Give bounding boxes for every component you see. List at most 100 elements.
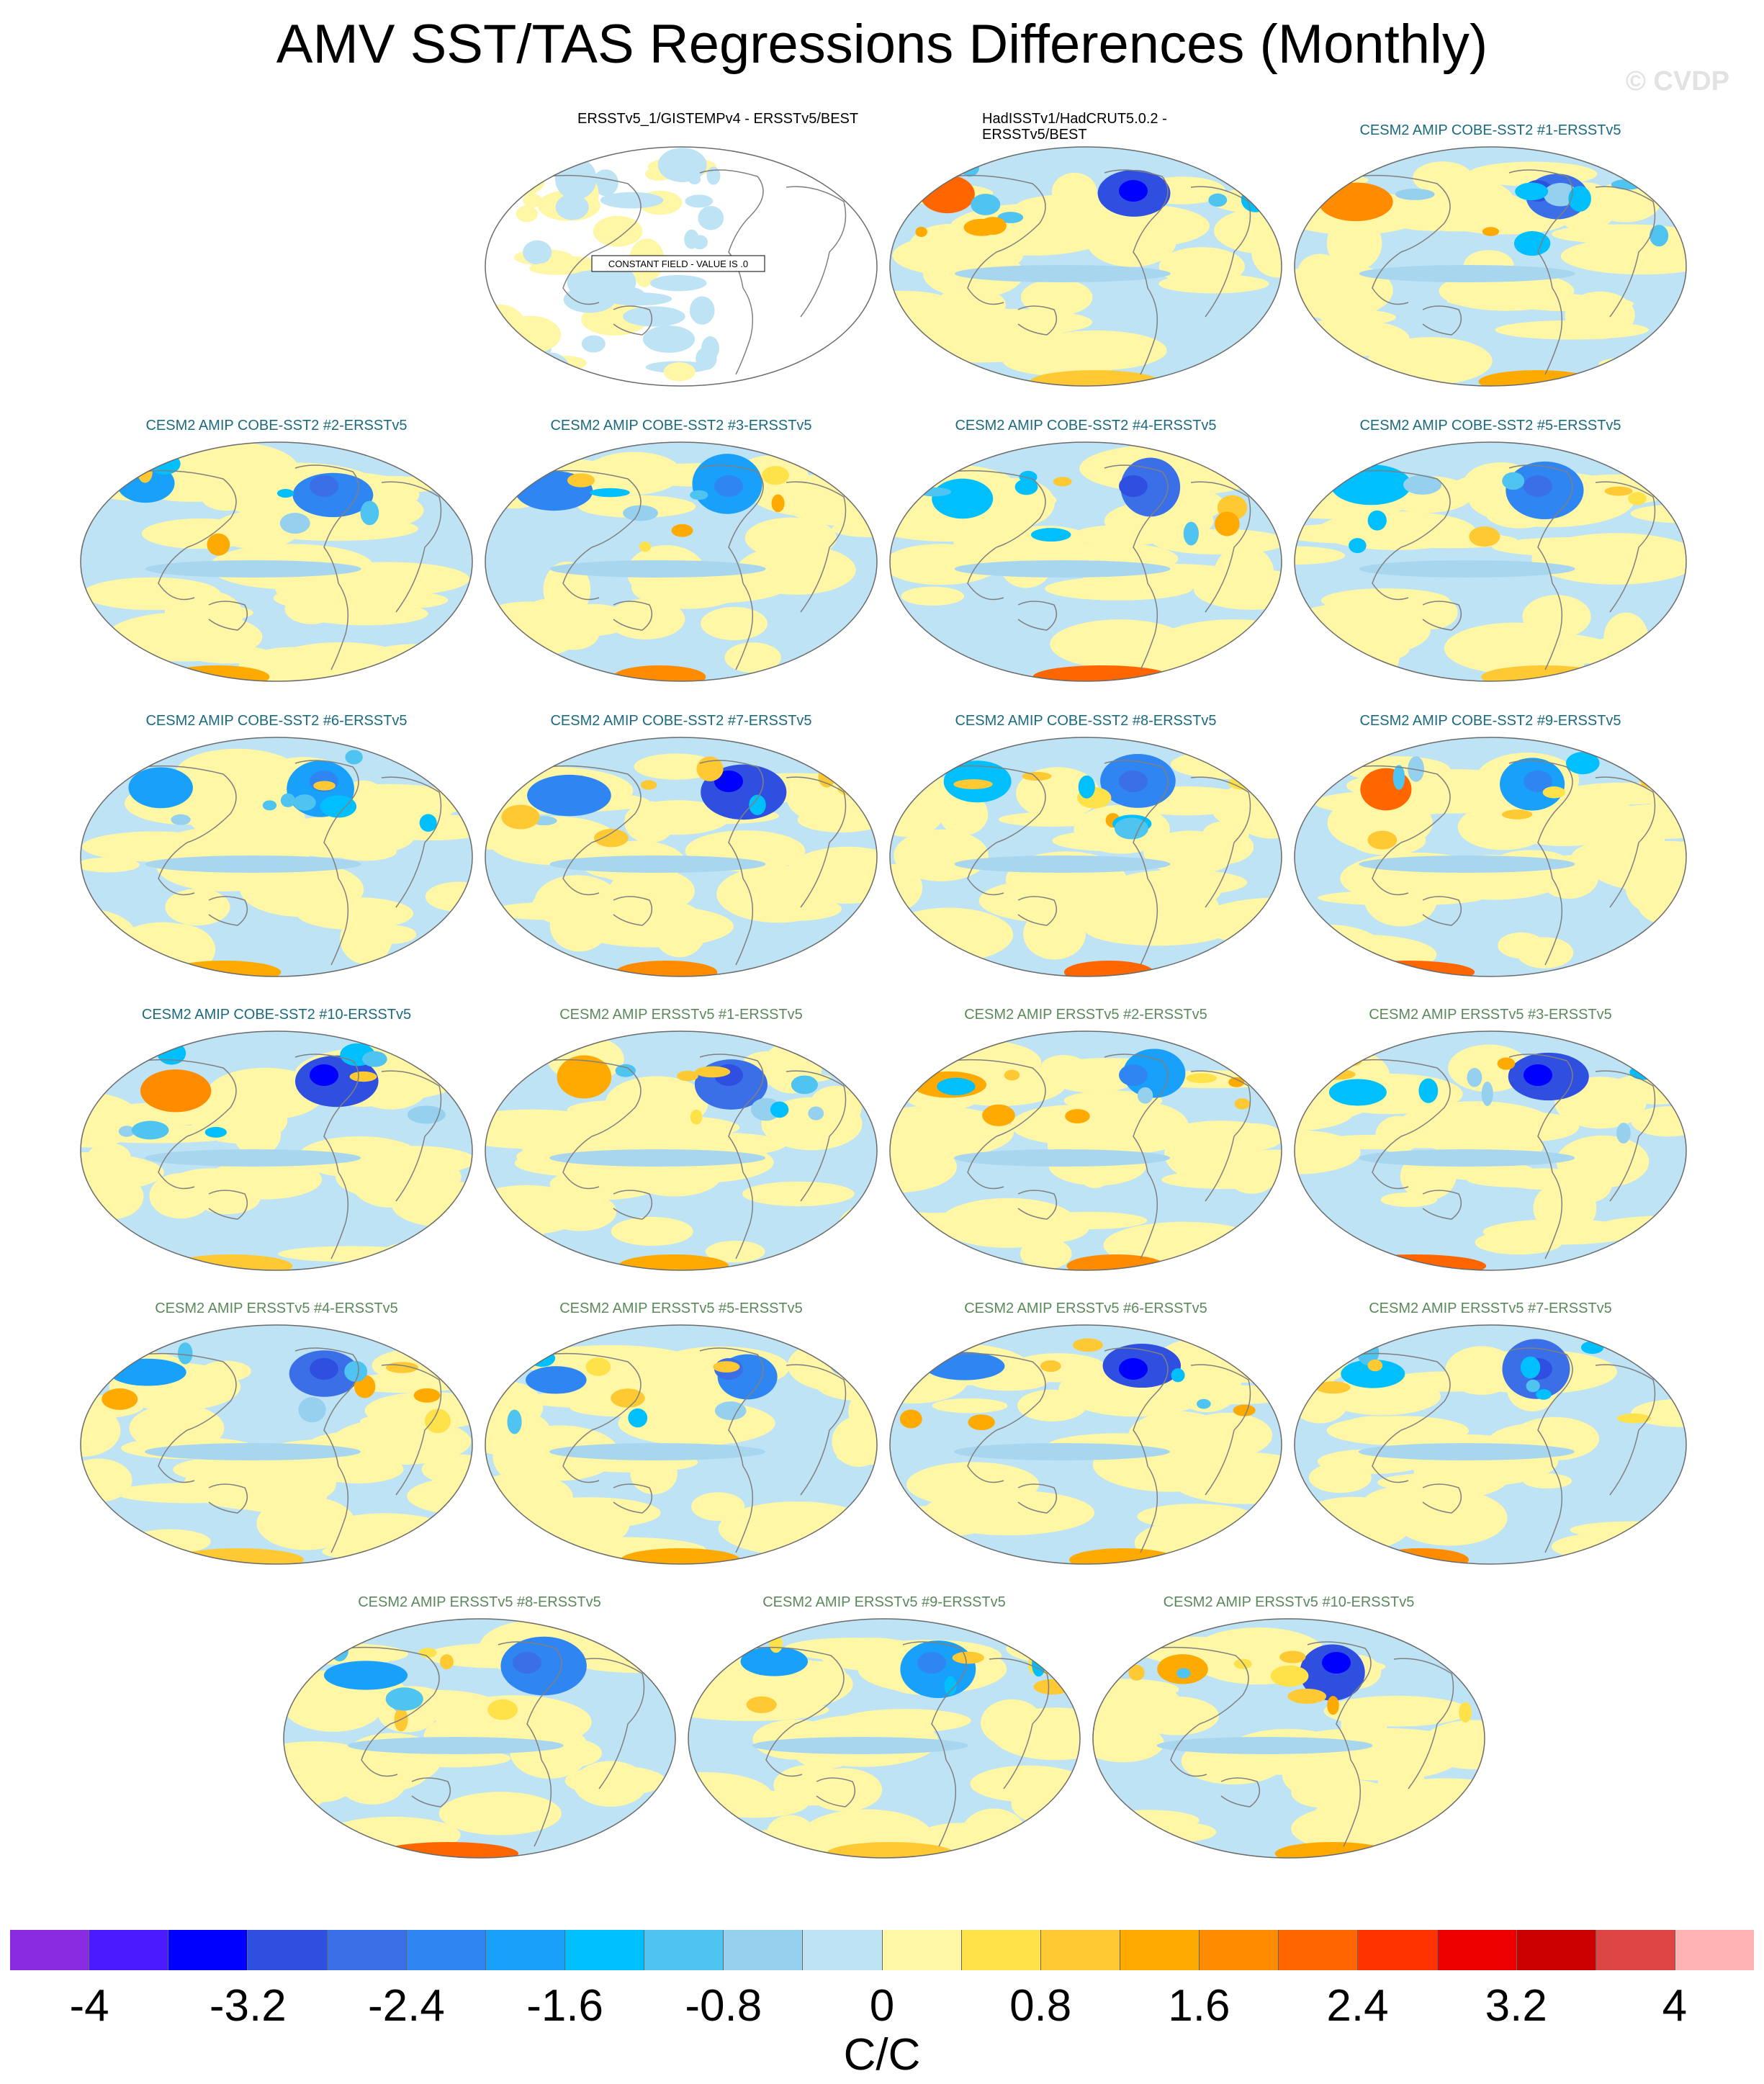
anomaly-patch: [344, 1360, 368, 1382]
anomaly-patch: [605, 1076, 708, 1131]
coastline: [381, 481, 442, 613]
anomaly-patch: [1449, 1810, 1485, 1858]
anomaly-patch: [362, 1051, 387, 1067]
map-border: [485, 441, 878, 682]
anomaly-patch: [510, 1723, 590, 1779]
anomaly-patch: [555, 194, 589, 220]
anomaly-patch: [1317, 1069, 1356, 1080]
anomaly-patch: [663, 361, 696, 382]
anomaly-patch: [1616, 1123, 1631, 1144]
anomaly-patch: [1526, 1379, 1540, 1393]
colorbar-swatch: [1516, 1930, 1596, 1970]
coastline: [1595, 776, 1656, 908]
panel-title: CESM2 AMIP ERSSTv5 #10-ERSSTv5: [1163, 1594, 1415, 1610]
anomaly-patch: [567, 473, 595, 488]
coastline: [1544, 1172, 1563, 1259]
anomaly-patch: [1322, 1652, 1351, 1674]
anomaly-patch: [1362, 1778, 1485, 1828]
anomaly-patch: [613, 665, 706, 681]
map-panel: CESM2 AMIP ERSSTv5 #2-ERSSTv5: [888, 1007, 1283, 1280]
map-border: [1294, 737, 1687, 977]
anomaly-patch: [485, 930, 540, 961]
coastline: [613, 896, 653, 926]
anomaly-patch: [1603, 244, 1685, 267]
coastline: [1140, 583, 1158, 670]
coastline: [931, 1059, 1046, 1137]
anomaly-patch: [1053, 477, 1072, 487]
anomaly-patch: [128, 767, 193, 809]
coastline: [1190, 481, 1251, 613]
anomaly-patch: [413, 1388, 441, 1403]
coastline: [1422, 1190, 1462, 1220]
anomaly-patch: [960, 1808, 1027, 1858]
anomaly-patch: [954, 1149, 1171, 1167]
map-border: [889, 1030, 1282, 1271]
anomaly-patch: [901, 1355, 919, 1371]
anomaly-patch: [1004, 1069, 1020, 1081]
coastline: [526, 174, 642, 253]
anomaly-patch: [611, 1216, 693, 1247]
anomaly-patch: [689, 296, 715, 325]
anomaly-patch: [1295, 1130, 1361, 1175]
anomaly-patch: [1551, 1532, 1658, 1560]
coastline: [735, 878, 754, 966]
coastline: [1544, 878, 1563, 966]
map-panel: CESM2 AMIP COBE-SST2 #7-ERSSTv5: [484, 713, 878, 987]
coastline: [526, 1352, 642, 1431]
coastline: [1544, 287, 1563, 375]
coastline: [158, 1429, 195, 1483]
anomaly-patch: [1418, 1078, 1439, 1103]
anomaly-patch: [507, 1409, 522, 1434]
coastline: [562, 547, 600, 601]
anomaly-patch: [1513, 230, 1551, 256]
anomaly-patch: [138, 460, 153, 483]
anomaly-patch: [140, 1069, 212, 1113]
anomaly-patch: [1109, 624, 1159, 660]
anomaly-patch: [1630, 503, 1686, 524]
anomaly-patch: [837, 783, 864, 796]
anomaly-patch: [81, 466, 118, 481]
coastline: [158, 842, 195, 896]
anomaly-patch: [1524, 475, 1552, 497]
coastline: [122, 470, 237, 548]
colorbar: [10, 1930, 1755, 1970]
coastline: [613, 601, 653, 631]
anomaly-patch: [593, 169, 618, 197]
coastline: [411, 1777, 451, 1807]
anomaly-patch: [890, 511, 1032, 542]
panel-title: CESM2 AMIP COBE-SST2 #10-ERSSTv5: [141, 1007, 412, 1023]
coastline: [786, 186, 847, 318]
anomaly-patch: [593, 215, 643, 247]
colorbar-tick-label: -0.8: [685, 1981, 762, 2031]
anomaly-patch: [932, 478, 994, 519]
anomaly-patch: [701, 336, 719, 361]
robinson-map: [80, 1030, 473, 1271]
map-panel: CESM2 AMIP COBE-SST2 #3-ERSSTv5: [484, 418, 878, 691]
anomaly-patch: [1066, 1254, 1166, 1270]
anomaly-patch: [1224, 1123, 1282, 1151]
anomaly-patch: [1279, 1650, 1306, 1663]
coastline: [208, 896, 248, 926]
anomaly-patch: [1349, 538, 1367, 554]
panel-title: CESM2 AMIP ERSSTv5 #5-ERSSTv5: [559, 1301, 803, 1316]
anomaly-patch: [262, 800, 277, 811]
anomaly-patch: [1323, 633, 1410, 664]
panel-title: CESM2 AMIP COBE-SST2 #3-ERSSTv5: [550, 418, 812, 434]
robinson-map: [1294, 737, 1687, 977]
anomaly-patch: [227, 1479, 328, 1513]
anomaly-patch: [1115, 869, 1248, 896]
coastline: [330, 1172, 349, 1259]
anomaly-patch: [128, 1529, 211, 1554]
coastline: [1140, 1172, 1158, 1259]
anomaly-patch: [531, 884, 624, 928]
anomaly-patch: [1359, 1149, 1575, 1167]
coastline: [562, 1136, 600, 1190]
anomaly-patch: [932, 1398, 1008, 1414]
panel-title: CESM2 AMIP ERSSTv5 #9-ERSSTv5: [762, 1594, 1006, 1610]
anomaly-patch: [1481, 1081, 1493, 1106]
colorbar-tick-label: -4: [69, 1981, 109, 2031]
anomaly-patch: [1183, 521, 1199, 546]
coastline: [1140, 287, 1158, 375]
panel-title: CESM2 AMIP ERSSTv5 #3-ERSSTv5: [1369, 1007, 1612, 1023]
coastline: [699, 1347, 764, 1467]
